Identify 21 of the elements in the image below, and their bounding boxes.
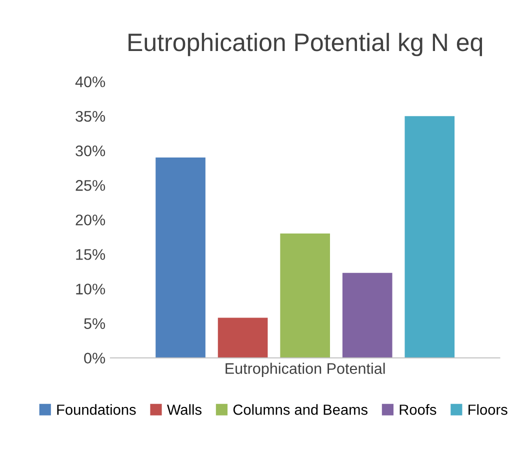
legend-label: Walls [166, 404, 202, 415]
bar [156, 158, 206, 358]
chart-title: Eutrophication Potential kg N eq [128, 32, 482, 56]
y-tick-label: 40% [75, 76, 106, 88]
y-tick-label: 10% [76, 284, 106, 294]
y-tick-label: 15% [76, 249, 106, 260]
bar [404, 116, 455, 358]
bar [280, 234, 330, 358]
y-tick-label: 0% [84, 352, 106, 364]
x-tick-label: Eutrophication Potential [226, 362, 385, 377]
bar [342, 272, 392, 358]
legend-label: Roofs [400, 404, 436, 415]
y-tick-label: 30% [76, 145, 106, 156]
y-tick-label: 5% [84, 318, 106, 330]
legend-label: Floors [468, 404, 508, 415]
y-tick-label: 35% [76, 110, 106, 122]
bar [218, 318, 268, 358]
y-tick-label: 25% [76, 180, 106, 191]
y-tick-label: 20% [76, 214, 106, 226]
legend-label: Columns and Beams [233, 404, 368, 415]
legend-label: Foundations [57, 404, 136, 415]
